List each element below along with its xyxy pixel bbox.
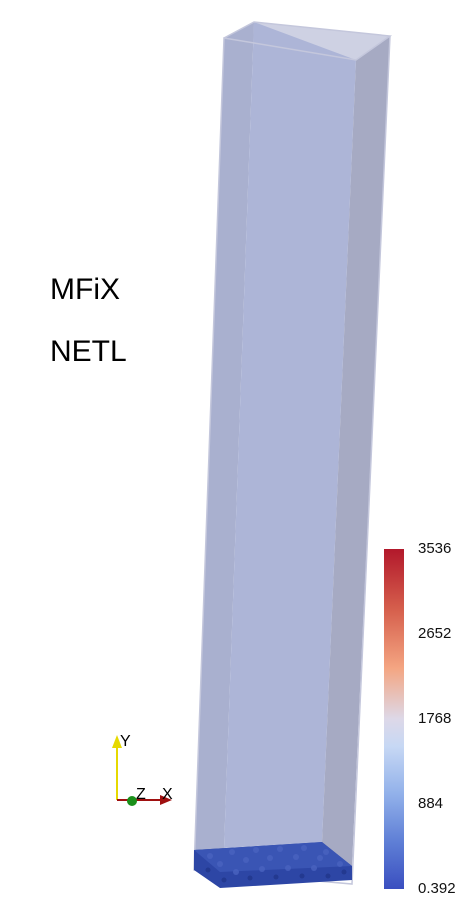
colorbar-tick-2652: 2652 xyxy=(418,625,452,642)
colorbar-tick-min: 0.392 xyxy=(418,880,456,897)
axis-label-x: X xyxy=(162,786,173,803)
column-right-face xyxy=(322,36,390,866)
colorbar-tick-1768: 1768 xyxy=(418,710,452,727)
particle-bed xyxy=(194,842,352,888)
overlay-text-netl: NETL xyxy=(50,335,127,368)
axis-label-y: Y xyxy=(120,733,131,750)
scalar-colorbar xyxy=(384,549,404,889)
colorbar-tick-884: 884 xyxy=(418,795,444,812)
overlay-text-mfix: MFiX xyxy=(50,273,120,306)
colorbar-tick-max: 3536 xyxy=(418,540,452,557)
orientation-axes xyxy=(112,735,172,806)
column-front-face xyxy=(224,22,356,848)
column-edges xyxy=(193,21,393,885)
axis-label-z: Z xyxy=(136,786,146,803)
column-left-face xyxy=(194,22,254,870)
